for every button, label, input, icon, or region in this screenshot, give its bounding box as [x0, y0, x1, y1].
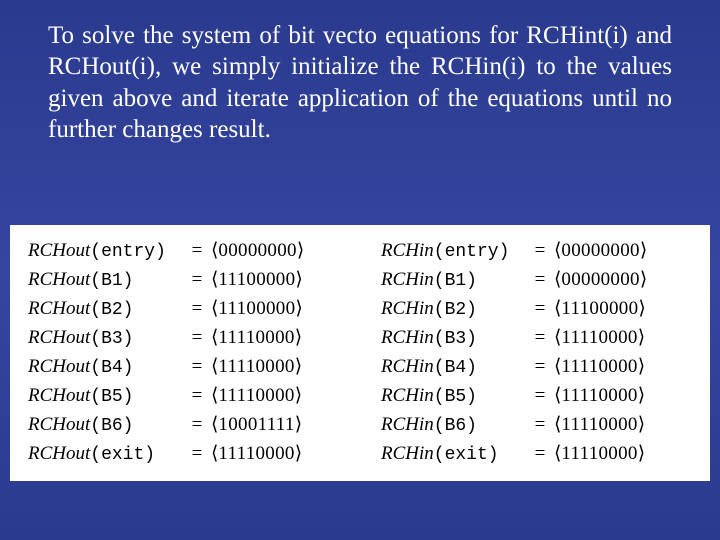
equals-sign: = [526, 443, 554, 465]
rchout-value: ⟨11110000⟩ [211, 384, 321, 407]
rchin-label: RCHin(B1) [381, 269, 526, 291]
rchin-label: RCHin(B3) [381, 327, 526, 349]
equals-sign: = [526, 327, 554, 349]
equals-sign: = [183, 356, 211, 378]
rchout-value: ⟨11100000⟩ [211, 297, 321, 320]
rchout-value: ⟨11100000⟩ [211, 268, 321, 291]
rchin-value: ⟨11110000⟩ [554, 355, 664, 378]
equals-sign: = [526, 240, 554, 262]
rchout-label: RCHout(B4) [28, 356, 183, 378]
rchin-label: RCHin(B4) [381, 356, 526, 378]
rchout-value: ⟨11110000⟩ [211, 355, 321, 378]
equals-sign: = [183, 443, 211, 465]
rchin-label: RCHin(exit) [381, 443, 526, 465]
rchout-label: RCHout(exit) [28, 443, 183, 465]
equals-sign: = [526, 385, 554, 407]
equals-sign: = [183, 414, 211, 436]
equals-sign: = [183, 385, 211, 407]
rchout-label: RCHout(entry) [28, 240, 183, 262]
equals-sign: = [526, 356, 554, 378]
equals-sign: = [526, 298, 554, 320]
equals-sign: = [183, 298, 211, 320]
rchin-value: ⟨11110000⟩ [554, 326, 664, 349]
equals-sign: = [183, 269, 211, 291]
rchin-value: ⟨11100000⟩ [554, 297, 664, 320]
rchout-label: RCHout(B3) [28, 327, 183, 349]
rchin-value: ⟨11110000⟩ [554, 442, 664, 465]
rchout-value: ⟨11110000⟩ [211, 326, 321, 349]
rchout-label: RCHout(B5) [28, 385, 183, 407]
rchin-value: ⟨11110000⟩ [554, 384, 664, 407]
rchout-value: ⟨00000000⟩ [211, 239, 321, 262]
equals-sign: = [526, 269, 554, 291]
rchin-label: RCHin(entry) [381, 240, 526, 262]
rchout-value: ⟨11110000⟩ [211, 442, 321, 465]
rchin-value: ⟨11110000⟩ [554, 413, 664, 436]
rchin-label: RCHin(B2) [381, 298, 526, 320]
rchout-value: ⟨10001111⟩ [211, 413, 321, 436]
equations-panel: RCHout(entry)=⟨00000000⟩RCHin(entry)=⟨00… [10, 225, 710, 481]
equals-sign: = [183, 327, 211, 349]
rchin-label: RCHin(B5) [381, 385, 526, 407]
rchin-value: ⟨00000000⟩ [554, 268, 664, 291]
rchout-label: RCHout(B6) [28, 414, 183, 436]
rchin-label: RCHin(B6) [381, 414, 526, 436]
rchin-value: ⟨00000000⟩ [554, 239, 664, 262]
rchout-label: RCHout(B2) [28, 298, 183, 320]
equations-grid: RCHout(entry)=⟨00000000⟩RCHin(entry)=⟨00… [28, 239, 692, 465]
slide-root: To solve the system of bit vecto equatio… [0, 0, 720, 540]
rchout-label: RCHout(B1) [28, 269, 183, 291]
intro-paragraph: To solve the system of bit vecto equatio… [48, 20, 672, 145]
equals-sign: = [526, 414, 554, 436]
equals-sign: = [183, 240, 211, 262]
